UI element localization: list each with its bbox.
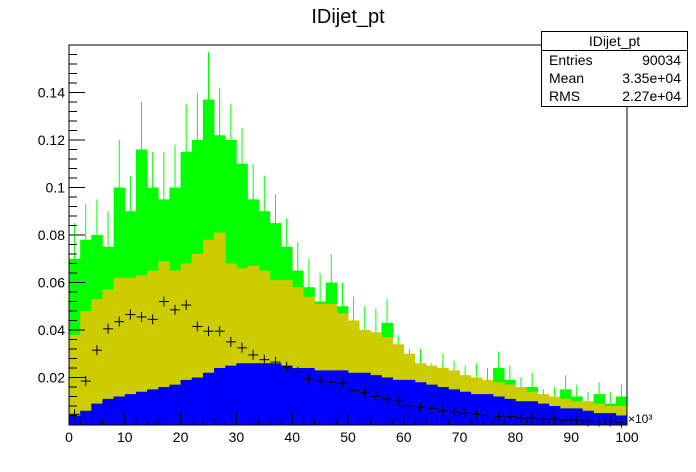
stats-label: Mean [549, 70, 585, 86]
histogram-bar [247, 265, 260, 425]
histogram-bar [348, 372, 360, 425]
histogram-bar [80, 311, 92, 425]
stats-label: RMS [549, 88, 581, 104]
histogram-bar [269, 280, 282, 425]
histogram-bar [169, 384, 181, 425]
histogram-bar [180, 379, 193, 425]
x-tick-label: 40 [284, 429, 300, 445]
stats-label: Entries [549, 52, 593, 68]
y-tick-label: 0.12 [38, 132, 65, 148]
histogram-bar [169, 270, 181, 425]
histogram-bar [69, 415, 81, 425]
x-tick-label: 50 [340, 429, 356, 445]
x-tick-label: 100 [615, 429, 639, 445]
histogram-bar [269, 363, 282, 425]
histogram-bar [481, 394, 494, 425]
x-tick-label: 20 [173, 429, 189, 445]
histogram-bar [258, 270, 271, 425]
x-tick-label: 60 [396, 429, 412, 445]
histogram-bar [135, 391, 148, 425]
x-tick-label: 30 [229, 429, 245, 445]
y-tick-label: 0.1 [46, 180, 66, 196]
histogram-bar [336, 370, 349, 425]
y-tick-label: 0.14 [38, 85, 65, 101]
histogram-bar [113, 277, 126, 425]
stats-value: 2.27e+04 [622, 88, 681, 104]
histogram-bar [124, 394, 137, 425]
histogram-bar [113, 396, 126, 425]
stats-box-title: IDijet_pt [542, 32, 687, 51]
histogram-bar [102, 398, 114, 425]
histogram-bar [102, 289, 114, 425]
histogram-bar [158, 387, 170, 425]
histogram-bar [292, 287, 304, 425]
histogram-bar [303, 296, 315, 425]
histogram-bar [69, 334, 81, 425]
histogram-bar [80, 410, 92, 425]
histogram-bar [281, 280, 293, 425]
histogram-bar [91, 403, 103, 425]
histogram-bar [336, 313, 349, 425]
histogram-bar [191, 254, 204, 425]
stats-value: 3.35e+04 [622, 70, 681, 86]
x-axis-multiplier: ×10³ [628, 412, 652, 426]
y-tick-label: 0.04 [38, 322, 65, 338]
histogram-bar [236, 363, 248, 425]
histogram-bar [91, 299, 103, 425]
histogram-bar [247, 363, 260, 425]
histogram-bar [303, 368, 315, 425]
y-tick-label: 0.02 [38, 370, 65, 386]
histogram-bar [202, 372, 215, 425]
histogram-bar [147, 270, 159, 425]
x-tick-label: 10 [117, 429, 133, 445]
histogram-bar [292, 368, 304, 425]
histogram-bar [493, 396, 505, 425]
histogram-bar [158, 261, 170, 425]
histogram-bar [314, 303, 326, 425]
y-tick-label: 0.08 [38, 227, 65, 243]
y-tick-label: 0.06 [38, 275, 65, 291]
histogram-bar [214, 368, 226, 425]
histogram-bar [258, 363, 271, 425]
x-tick-label: 70 [452, 429, 468, 445]
histogram-bar [325, 303, 338, 425]
histogram-bar [124, 277, 137, 425]
x-tick-label: 80 [508, 429, 524, 445]
histogram-bar [191, 377, 204, 425]
x-tick-label: 0 [65, 429, 73, 445]
histogram-bar [359, 372, 371, 425]
histogram-bar [180, 263, 193, 425]
chart-title: IDijet_pt [311, 6, 385, 28]
stats-row-mean: Mean 3.35e+04 [542, 69, 687, 87]
histogram-bar [325, 370, 338, 425]
histogram-bar [147, 389, 159, 425]
histogram-bar [135, 275, 148, 425]
stats-box: IDijet_pt Entries 90034 Mean 3.35e+04 RM… [541, 31, 688, 107]
stats-value: 90034 [642, 52, 681, 68]
stats-row-entries: Entries 90034 [542, 51, 687, 69]
histogram-bar [281, 365, 293, 425]
histogram-bar [314, 370, 326, 425]
stats-row-rms: RMS 2.27e+04 [542, 87, 687, 105]
x-tick-label: 90 [563, 429, 579, 445]
histogram-bar [225, 365, 237, 425]
